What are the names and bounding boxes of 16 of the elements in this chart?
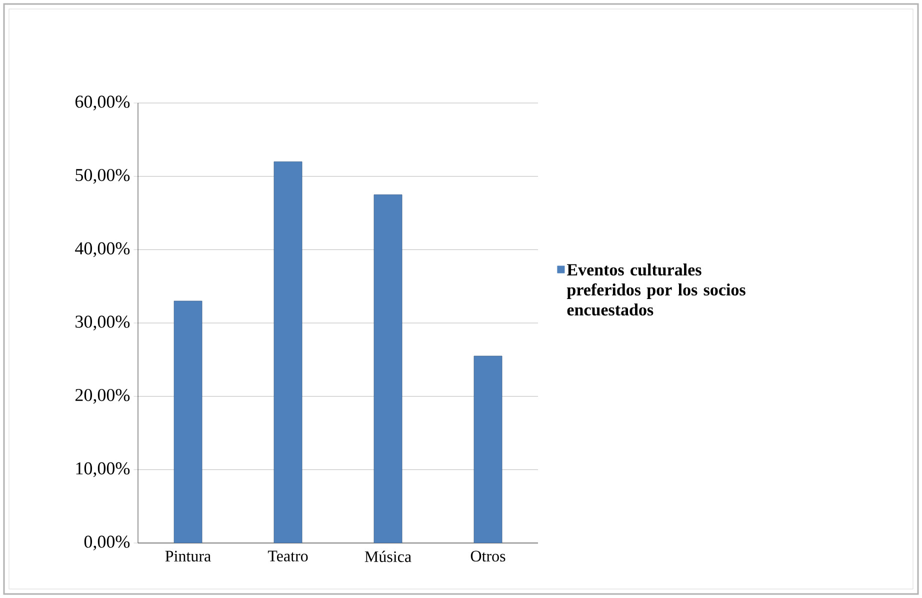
x-tick-label: Otros xyxy=(470,550,506,562)
bar xyxy=(174,300,202,543)
bar xyxy=(374,194,402,543)
legend-label: Eventos culturales preferidos por los socios encuestados xyxy=(566,264,746,316)
y-tick-label: 20,00% xyxy=(75,388,130,404)
y-tick-label: 50,00% xyxy=(76,168,130,184)
x-tick-label: Música xyxy=(364,550,412,562)
x-tick-label: Teatro xyxy=(268,550,308,562)
bar xyxy=(274,161,302,543)
x-tick-label: Pintura xyxy=(165,550,211,562)
y-tick-label: 40,00% xyxy=(75,242,130,258)
y-tick-label: 10,00% xyxy=(76,462,130,478)
y-tick-label: 0,00% xyxy=(84,536,130,550)
y-tick-label: 60,00% xyxy=(75,96,130,110)
bar xyxy=(474,356,502,543)
y-tick-label: 30,00% xyxy=(76,316,130,330)
